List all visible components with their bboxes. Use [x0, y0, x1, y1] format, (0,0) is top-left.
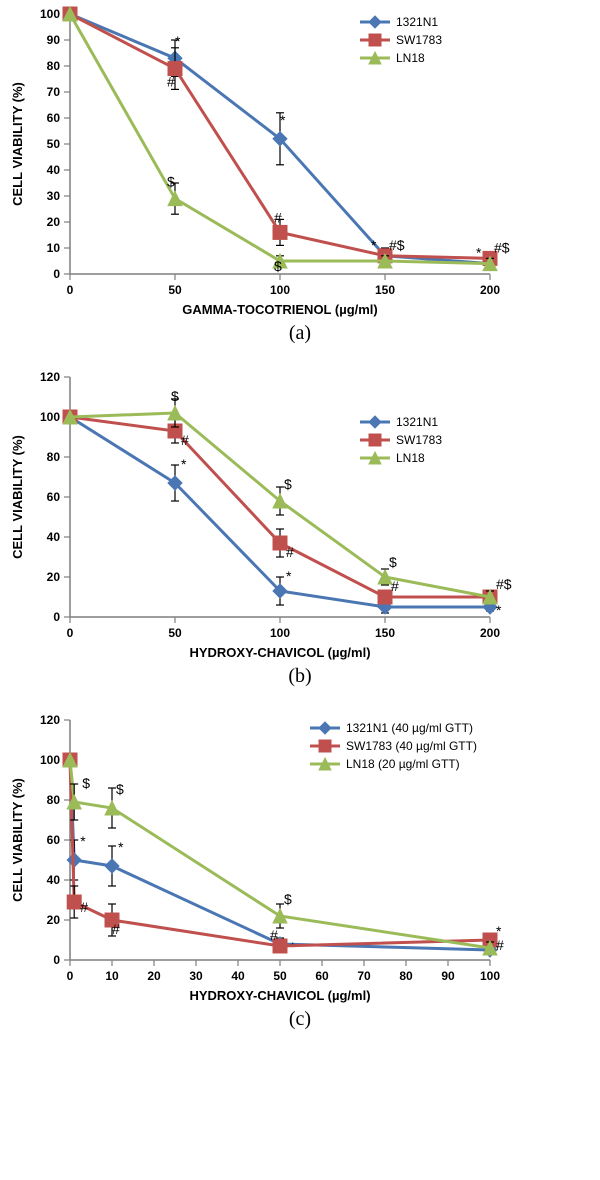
figure-container: 0102030405060708090100050100150200CELL V…: [0, 0, 600, 1031]
svg-text:HYDROXY-CHAVICOL (µg/ml): HYDROXY-CHAVICOL (µg/ml): [189, 645, 370, 660]
panel-a: 0 10 20 30 40 50 60 70 80 90 100 0 50 100 150 200 CELL V…: [0, 0, 600, 345]
svg-text:$: $: [284, 891, 292, 907]
svg-text:20: 20: [47, 570, 61, 584]
svg-text:#$: #$: [496, 576, 512, 592]
svg-text:SW1783: SW1783: [396, 33, 442, 47]
svg-text:150: 150: [375, 283, 395, 297]
svg-text:*: *: [286, 568, 292, 584]
svg-text:$: $: [167, 174, 175, 190]
svg-text:$: $: [274, 258, 282, 274]
svg-text:50: 50: [273, 969, 287, 983]
svg-text:150: 150: [375, 626, 395, 640]
svg-text:100: 100: [40, 7, 60, 21]
svg-text:100: 100: [270, 626, 290, 640]
svg-text:10: 10: [47, 241, 61, 255]
svg-text:HYDROXY-CHAVICOL (µg/ml): HYDROXY-CHAVICOL (µg/ml): [189, 988, 370, 1003]
svg-text:120: 120: [40, 370, 60, 384]
svg-text:#: #: [270, 927, 278, 943]
svg-text:#$: #$: [389, 237, 405, 253]
svg-text:80: 80: [47, 59, 61, 73]
svg-text:*: *: [280, 112, 286, 128]
svg-text:$: $: [284, 476, 292, 492]
chart-panel-b: 0 20 40 60 80 100 120 0 50 100 150 200 CELL VIABILIT…: [0, 363, 600, 663]
svg-text:1321N1: 1321N1: [396, 15, 438, 29]
svg-text:200: 200: [480, 626, 500, 640]
svg-text:60: 60: [315, 969, 329, 983]
svg-text:40: 40: [231, 969, 245, 983]
svg-text:CELL VIABILITY (%): CELL VIABILITY (%): [10, 435, 25, 559]
svg-text:LN18 (20 µg/ml GTT): LN18 (20 µg/ml GTT): [346, 757, 460, 771]
svg-text:80: 80: [47, 793, 61, 807]
svg-text:90: 90: [47, 33, 61, 47]
svg-text:*: *: [181, 456, 187, 472]
svg-text:40: 40: [47, 873, 61, 887]
svg-text:SW1783: SW1783: [396, 433, 442, 447]
svg-text:200: 200: [480, 283, 500, 297]
svg-text:*: *: [175, 33, 181, 49]
svg-text:100: 100: [40, 410, 60, 424]
svg-text:CELL VIABILITY (%): CELL VIABILITY (%): [10, 82, 25, 206]
svg-text:40: 40: [47, 163, 61, 177]
chart-panel-c: 0 20 40 60 80 100 120 0 10 20 30 40 50 60 70 80 90 100 CEL…: [0, 706, 600, 1006]
svg-text:0: 0: [53, 953, 60, 967]
panel-caption-b: (b): [0, 665, 600, 688]
svg-text:0: 0: [67, 969, 74, 983]
svg-text:#: #: [286, 544, 294, 560]
svg-text:20: 20: [47, 913, 61, 927]
svg-text:#: #: [80, 899, 88, 915]
svg-text:SW1783 (40 µg/ml GTT): SW1783 (40 µg/ml GTT): [346, 739, 477, 753]
svg-text:30: 30: [189, 969, 203, 983]
svg-text:100: 100: [40, 753, 60, 767]
svg-text:LN18: LN18: [396, 451, 425, 465]
svg-text:10: 10: [105, 969, 119, 983]
svg-text:#: #: [167, 74, 175, 90]
panel-caption-a: (a): [0, 322, 600, 345]
svg-text:20: 20: [47, 215, 61, 229]
svg-text:100: 100: [270, 283, 290, 297]
svg-text:100: 100: [480, 969, 500, 983]
svg-text:*: *: [80, 833, 86, 849]
svg-text:#: #: [112, 921, 120, 937]
svg-text:*: *: [371, 237, 377, 253]
svg-text:#: #: [496, 937, 504, 953]
svg-text:0: 0: [67, 283, 74, 297]
svg-text:0: 0: [67, 626, 74, 640]
svg-text:$: $: [389, 554, 397, 570]
svg-text:$: $: [171, 388, 179, 404]
svg-text:$: $: [82, 775, 90, 791]
svg-text:LN18: LN18: [396, 51, 425, 65]
svg-text:*: *: [118, 839, 124, 855]
svg-text:1321N1: 1321N1: [396, 415, 438, 429]
svg-text:70: 70: [357, 969, 371, 983]
svg-text:20: 20: [147, 969, 161, 983]
svg-text:90: 90: [441, 969, 455, 983]
svg-text:80: 80: [399, 969, 413, 983]
svg-text:0: 0: [53, 610, 60, 624]
svg-text:CELL VIABILITY (%): CELL VIABILITY (%): [10, 778, 25, 902]
svg-text:50: 50: [47, 137, 61, 151]
svg-text:50: 50: [168, 283, 182, 297]
svg-text:#: #: [181, 432, 189, 448]
svg-text:120: 120: [40, 713, 60, 727]
panel-b: 0 20 40 60 80 100 120 0 50 100 150 200 CELL VIABILIT…: [0, 363, 600, 688]
svg-text:80: 80: [47, 450, 61, 464]
svg-text:30: 30: [47, 189, 61, 203]
svg-text:GAMMA-TOCOTRIENOL (µg/ml): GAMMA-TOCOTRIENOL (µg/ml): [182, 302, 378, 317]
svg-text:50: 50: [168, 626, 182, 640]
svg-text:#$: #$: [494, 239, 510, 255]
panel-caption-c: (c): [0, 1008, 600, 1031]
svg-text:60: 60: [47, 111, 61, 125]
svg-text:70: 70: [47, 85, 61, 99]
panel-c: 0 20 40 60 80 100 120 0 10 20 30 40 50 60 70 80 90 100 CEL…: [0, 706, 600, 1031]
svg-text:60: 60: [47, 490, 61, 504]
svg-text:$: $: [116, 781, 124, 797]
svg-text:1321N1 (40 µg/ml GTT): 1321N1 (40 µg/ml GTT): [346, 721, 473, 735]
svg-text:60: 60: [47, 833, 61, 847]
svg-text:#: #: [274, 209, 282, 225]
chart-panel-a: 0 10 20 30 40 50 60 70 80 90 100 0 50 100 150 200 CELL V…: [0, 0, 600, 320]
svg-text:40: 40: [47, 530, 61, 544]
svg-text:0: 0: [53, 267, 60, 281]
